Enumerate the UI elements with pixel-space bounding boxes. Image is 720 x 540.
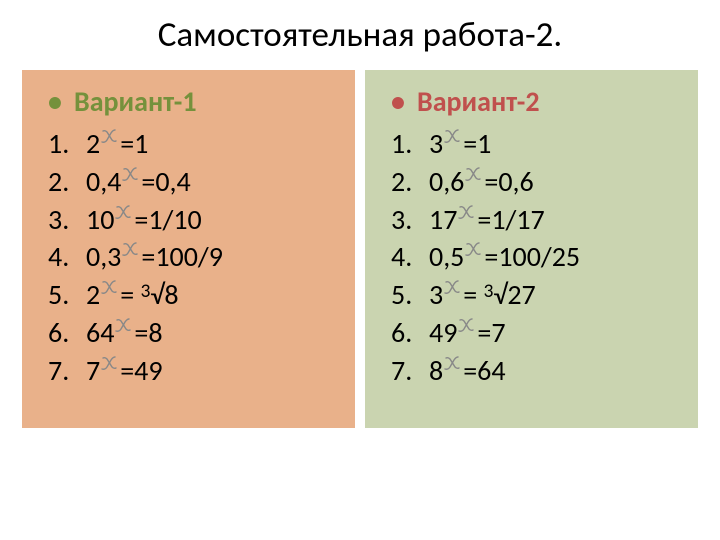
- equation-rhs: = 3√27: [463, 277, 536, 312]
- item-number: 4.: [391, 238, 429, 276]
- equation-base: 64: [86, 315, 114, 350]
- item-number: 2.: [48, 163, 86, 201]
- equation-item: 4.0,5 =100/25: [391, 238, 692, 276]
- equation-item: 7.7=49: [48, 352, 349, 390]
- exponent-x-icon: [443, 352, 463, 380]
- equation-rhs: =49: [120, 353, 162, 388]
- equation-rhs: =1: [463, 126, 491, 161]
- item-number: 5.: [48, 276, 86, 314]
- variant-2-list: 1.3=12.0,6 =0,6 3.17 =1/17 4.0,5 =100/255.3= …: [391, 125, 692, 390]
- variant-1-list: 1.2=12.0,4 =0,4 3.10 =1/10 4.0,3 =100/95.2= 3…: [48, 125, 349, 390]
- equation-item: 3.17 =1/17: [391, 201, 692, 239]
- slide-title: Самостоятельная работа-2.: [0, 0, 720, 70]
- equation-base: 0,3: [86, 239, 121, 274]
- item-number: 2.: [391, 163, 429, 201]
- exponent-x-icon: [457, 314, 477, 342]
- equation-rhs: =0,4: [141, 164, 190, 199]
- exponent-x-icon: [121, 163, 141, 191]
- equation-item: 6.49 =7: [391, 314, 692, 352]
- equation-base: 0,6: [429, 164, 464, 199]
- item-number: 6.: [391, 314, 429, 352]
- equation-base: 17: [429, 202, 457, 237]
- equation-rhs: =8: [134, 315, 162, 350]
- variant-1-heading: Вариант-1: [48, 84, 349, 119]
- equation-base: 0,5: [429, 239, 464, 274]
- equation-base: 10: [86, 202, 114, 237]
- exponent-x-icon: [100, 125, 120, 153]
- equation-rhs: =1/10: [134, 202, 201, 237]
- equation-item: 2.0,6 =0,6: [391, 163, 692, 201]
- item-number: 1.: [391, 125, 429, 163]
- exponent-x-icon: [114, 201, 134, 229]
- equation-item: 5.3= 3√27: [391, 276, 692, 314]
- column-variant-1: Вариант-1 1.2=12.0,4 =0,4 3.10 =1/10 4.0,3 =1…: [22, 70, 355, 428]
- item-number: 3.: [48, 201, 86, 239]
- equation-item: 5.2= 3√8: [48, 276, 349, 314]
- exponent-x-icon: [443, 276, 463, 304]
- item-number: 7.: [391, 352, 429, 390]
- item-number: 4.: [48, 238, 86, 276]
- equation-item: 7.8=64: [391, 352, 692, 390]
- equation-item: 4.0,3 =100/9: [48, 238, 349, 276]
- equation-rhs: =100/25: [484, 239, 580, 274]
- slide: Самостоятельная работа-2. Вариант-1 1.2=…: [0, 0, 720, 540]
- columns-container: Вариант-1 1.2=12.0,4=0,43.10=1/104.0,3=1…: [0, 70, 720, 428]
- item-number: 3.: [391, 201, 429, 239]
- item-number: 6.: [48, 314, 86, 352]
- equation-item: 1.2=1: [48, 125, 349, 163]
- equation-item: 3.10 =1/10: [48, 201, 349, 239]
- item-number: 1.: [48, 125, 86, 163]
- exponent-x-icon: [464, 238, 484, 266]
- exponent-x-icon: [100, 276, 120, 304]
- equation-base: 0,4: [86, 164, 121, 199]
- equation-item: 6.64 =8: [48, 314, 349, 352]
- exponent-x-icon: [121, 238, 141, 266]
- equation-rhs: = 3√8: [120, 277, 178, 312]
- exponent-x-icon: [443, 125, 463, 153]
- equation-rhs: =7: [477, 315, 505, 350]
- equation-item: 2.0,4 =0,4: [48, 163, 349, 201]
- equation-item: 1.3=1: [391, 125, 692, 163]
- equation-rhs: =1: [120, 126, 148, 161]
- variant-2-heading: Вариант-2: [391, 84, 692, 119]
- item-number: 7.: [48, 352, 86, 390]
- equation-rhs: =64: [463, 353, 505, 388]
- equation-rhs: =1/17: [477, 202, 544, 237]
- item-number: 5.: [391, 276, 429, 314]
- exponent-x-icon: [114, 314, 134, 342]
- exponent-x-icon: [100, 352, 120, 380]
- equation-base: 49: [429, 315, 457, 350]
- exponent-x-icon: [457, 201, 477, 229]
- equation-rhs: =0,6: [484, 164, 533, 199]
- equation-rhs: =100/9: [141, 239, 223, 274]
- exponent-x-icon: [464, 163, 484, 191]
- column-variant-2: Вариант-2 1.3=12.0,6 =0,6 3.17 =1/17 4.0,5 =1…: [365, 70, 698, 428]
